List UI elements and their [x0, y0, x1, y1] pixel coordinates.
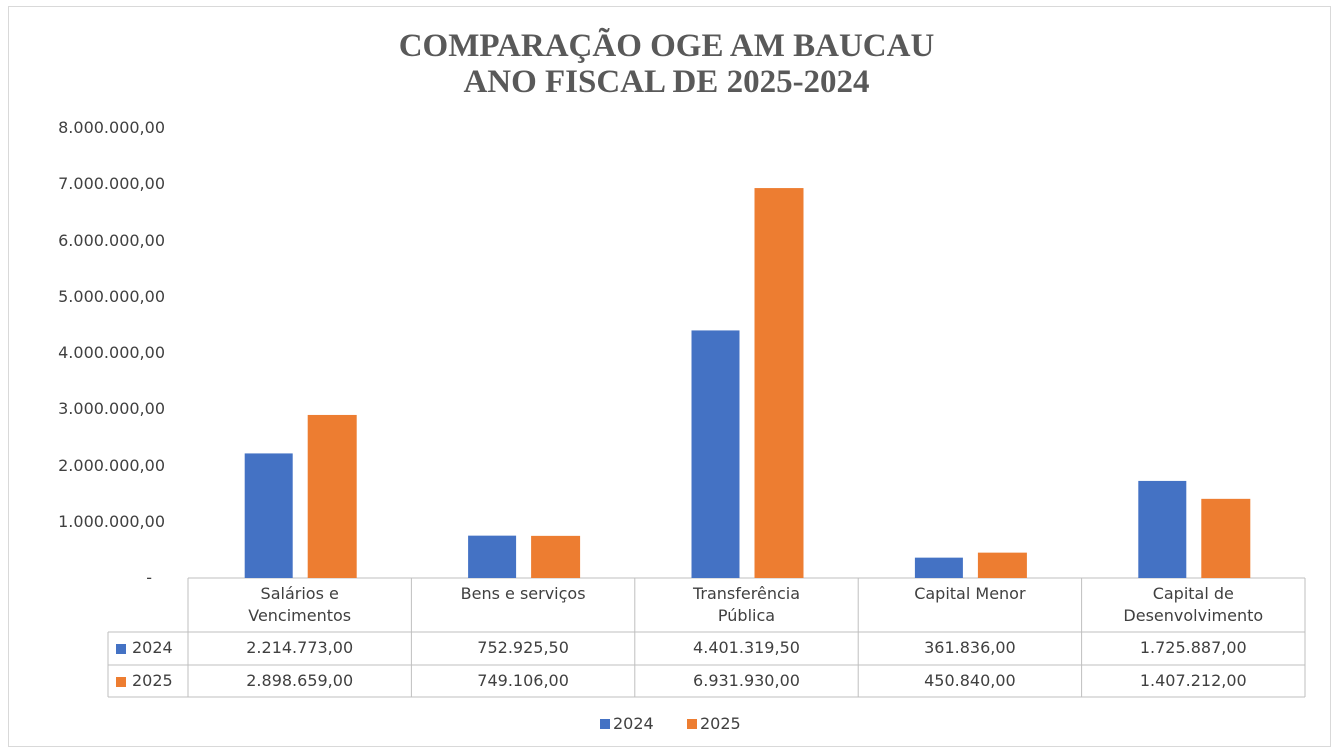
- bar: [1138, 480, 1187, 578]
- table-value: 450.840,00: [924, 671, 1016, 690]
- bar: [468, 535, 517, 578]
- y-tick-label: 6.000.000,00: [58, 230, 165, 250]
- bar: [754, 188, 804, 579]
- bar: [244, 453, 293, 578]
- legend-key: [600, 719, 610, 729]
- chart-frame: [8, 6, 1331, 747]
- table-legend-key: [116, 644, 126, 654]
- y-tick-label: 7.000.000,00: [58, 174, 165, 194]
- table-value: 1.407.212,00: [1139, 671, 1247, 690]
- table-value: 749.106,00: [477, 671, 569, 690]
- y-tick-label: 2.000.000,00: [58, 455, 165, 475]
- bar: [1201, 498, 1251, 578]
- table-value: 2.214.773,00: [246, 638, 354, 657]
- bar: [914, 557, 963, 578]
- legend-label: 2025: [700, 714, 741, 733]
- y-tick-label: 8.000.000,00: [58, 118, 165, 137]
- table-row-label: 2025: [132, 671, 173, 690]
- table-value: 6.931.930,00: [693, 671, 800, 690]
- x-tick-label: Bens e serviços: [460, 584, 586, 603]
- x-tick-label: Capital Menor: [914, 584, 1026, 603]
- chart-title: COMPARAÇÃO OGE AM BAUCAU ANO FISCAL DE 2…: [398, 28, 935, 100]
- table-value: 2.898.659,00: [246, 671, 354, 690]
- y-tick-label: 5.000.000,00: [58, 286, 165, 306]
- table-value: 752.925,50: [477, 638, 569, 657]
- y-tick-label: 1.000.000,00: [58, 511, 165, 531]
- table-value: 1.725.887,00: [1139, 638, 1247, 657]
- legend-label: 2024: [613, 714, 654, 733]
- table-value: 361.836,00: [924, 638, 1016, 657]
- bar: [307, 414, 357, 578]
- y-tick-label: -: [146, 568, 152, 587]
- x-tick-label: Salários e Vencimentos: [248, 584, 352, 625]
- table-legend-key: [116, 677, 126, 687]
- y-tick-label: 4.000.000,00: [58, 343, 165, 362]
- legend-key: [687, 719, 697, 729]
- x-tick-label: Capital de Desenvolvimento: [1123, 584, 1264, 625]
- x-tick-label: Transferência Pública: [692, 584, 800, 625]
- table-value: 4.401.319,50: [693, 638, 800, 657]
- bar: [531, 535, 581, 578]
- table-row-label: 2024: [132, 638, 173, 657]
- bar: [977, 552, 1027, 578]
- bar: [691, 330, 740, 578]
- y-tick-label: 3.000.000,00: [58, 399, 165, 419]
